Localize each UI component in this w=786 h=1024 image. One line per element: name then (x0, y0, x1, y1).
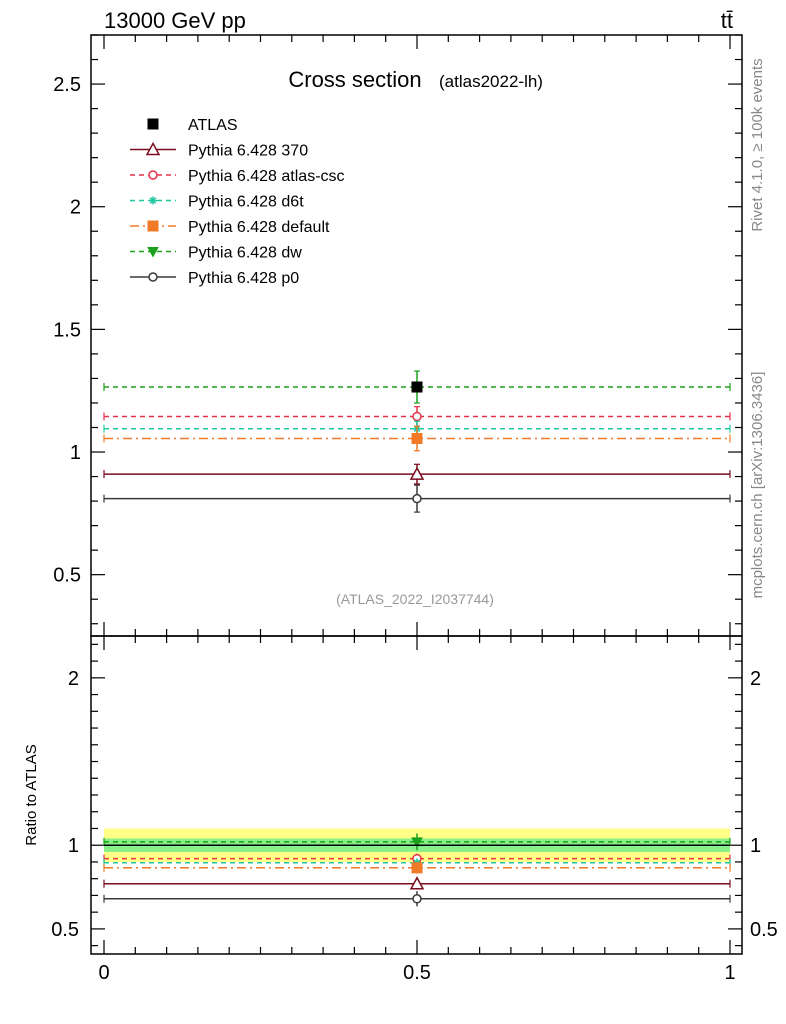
ratio-y-tick-label-right: 2 (750, 668, 761, 690)
legend-item-pythia-6-428-default: Pythia 6.428 default (130, 219, 330, 236)
ratio-y-tick-label: 2 (68, 668, 79, 690)
ratio-series-pythia-6-428-370 (103, 876, 731, 890)
legend-label: Pythia 6.428 default (188, 219, 330, 236)
data-point (412, 411, 422, 422)
x-tick-label: 0.5 (403, 962, 431, 984)
main-y-tick-label: 0.5 (53, 565, 81, 587)
process-label: tt̄ (721, 8, 733, 33)
main-ticks: 0.5 1 1.5 2 2.5 (53, 34, 742, 636)
energy-label: 13000 GeV pp (104, 8, 246, 33)
data-point (412, 493, 422, 504)
legend-marker (149, 196, 157, 205)
data-point (411, 381, 423, 393)
rivet-version-label: Rivet 4.1.0, ≥ 100k events (749, 58, 766, 231)
ratio-y-tick-label-right: 0.5 (750, 919, 778, 941)
legend-marker (145, 141, 161, 156)
main-series (103, 370, 731, 513)
legend-marker (148, 272, 158, 282)
ratio-point (411, 862, 423, 874)
x-tick-label: 1 (724, 962, 735, 984)
legend-item-pythia-6-428-370: Pythia 6.428 370 (130, 141, 308, 160)
legend-item-pythia-6-428-atlas-csc: Pythia 6.428 atlas-csc (130, 168, 345, 185)
ratio-series-pythia-6-428-p0 (103, 891, 731, 907)
analysis-id-label: (ATLAS_2022_I2037744) (336, 591, 494, 607)
series-pythia-6-428-p0 (103, 484, 731, 513)
ratio-series-pythia-6-428-default (103, 861, 731, 874)
x-axis-ticks: 0 0.5 1 (98, 962, 735, 984)
x-tick-label: 0 (98, 962, 109, 984)
legend-label: Pythia 6.428 d6t (188, 194, 304, 211)
mcplots-label: mcplots.cern.ch [arXiv:1306.3436] (749, 372, 766, 599)
ratio-y-tick-label: 0.5 (51, 919, 79, 941)
main-y-tick-label: 1.5 (53, 319, 81, 341)
ratio-ylabel: Ratio to ATLAS (23, 744, 40, 845)
main-y-tick-label: 2 (70, 197, 81, 219)
series-pythia-6-428-atlas-csc (103, 406, 731, 427)
ratio-point (409, 876, 425, 890)
ratio-panel: 0.5 0.5 1 1 2 2 Ratio to ATLAS (23, 635, 778, 955)
chart-subtitle: (atlas2022-lh) (439, 72, 543, 91)
legend-marker (147, 220, 159, 232)
chart-title: Cross section (288, 67, 421, 92)
data-point (409, 466, 425, 480)
ratio-point (412, 894, 422, 904)
ratio-point (411, 837, 423, 848)
main-y-tick-label: 1 (70, 442, 81, 464)
legend-label: Pythia 6.428 p0 (188, 270, 299, 287)
ratio-series (103, 833, 731, 907)
legend-label: Pythia 6.428 dw (188, 245, 302, 262)
legend-item-pythia-6-428-p0: Pythia 6.428 p0 (130, 270, 299, 287)
legend-label: ATLAS (188, 117, 238, 134)
main-y-tick-label: 2.5 (53, 74, 81, 96)
series-pythia-6-428-default (103, 425, 731, 452)
legend-marker (147, 118, 159, 130)
main-panel: 0.5 1 1.5 2 2.5 Cross section (atlas2022-lh)… (53, 34, 743, 637)
ratio-y-tick-label-right: 1 (750, 835, 761, 857)
series-atlas (411, 381, 423, 393)
ratio-y-tick-label: 1 (68, 835, 79, 857)
ratio-ticks: 0.5 0.5 1 1 2 2 (51, 636, 778, 954)
series-pythia-6-428-370 (103, 463, 731, 485)
legend-marker (148, 170, 158, 180)
data-point (411, 433, 423, 445)
legend-marker (147, 247, 159, 258)
legend-item-pythia-6-428-d6t: Pythia 6.428 d6t (130, 194, 304, 211)
legend-item-atlas: ATLAS (147, 117, 238, 134)
legend: ATLAS Pythia 6.428 370 Pythia 6.428 atlas-… (130, 117, 345, 287)
legend-label: Pythia 6.428 370 (188, 143, 308, 160)
legend-item-pythia-6-428-dw: Pythia 6.428 dw (130, 245, 302, 262)
legend-label: Pythia 6.428 atlas-csc (188, 168, 345, 185)
